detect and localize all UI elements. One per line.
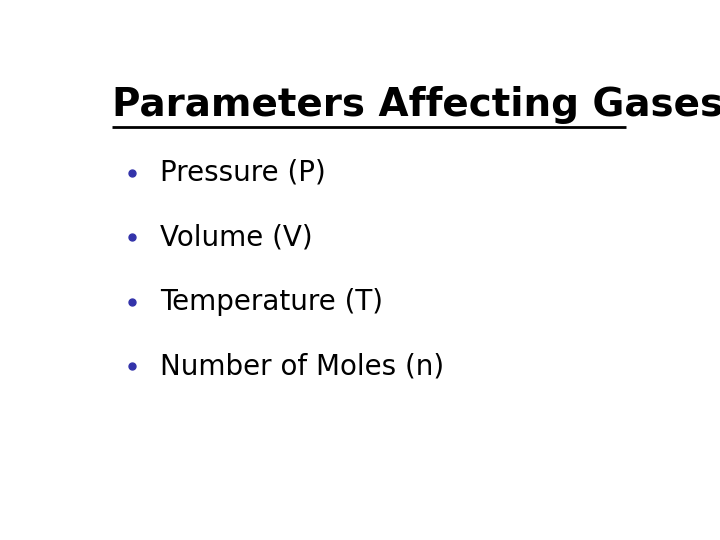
Text: Temperature (T): Temperature (T)	[160, 288, 383, 316]
Text: Number of Moles (n): Number of Moles (n)	[160, 352, 444, 380]
Text: Parameters Affecting Gases: Parameters Affecting Gases	[112, 85, 720, 124]
Text: Volume (V): Volume (V)	[160, 224, 312, 251]
Text: Pressure (P): Pressure (P)	[160, 159, 325, 187]
